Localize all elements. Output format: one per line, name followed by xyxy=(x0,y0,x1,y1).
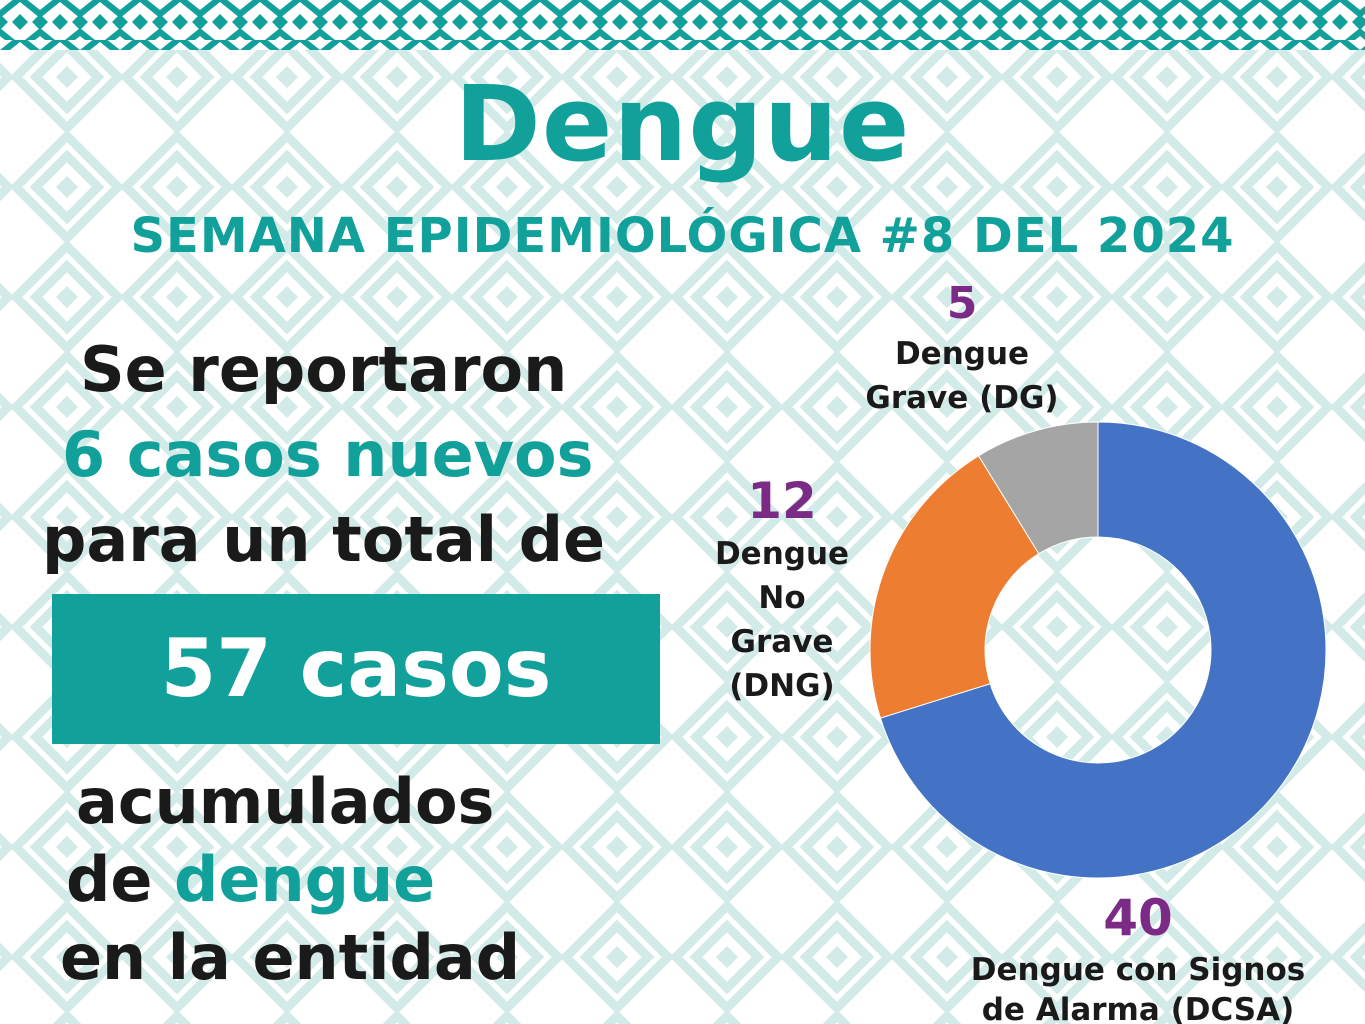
total-cases-text: 57 casos xyxy=(160,622,552,715)
slice-value-label-2: 40 xyxy=(1103,889,1173,947)
slice-value-label-1: 12 xyxy=(747,472,817,530)
slice-category-label-1-0: Dengue xyxy=(715,536,849,572)
summary-line-reported: Se reportaron xyxy=(80,333,568,406)
slice-category-label-1-2: Grave xyxy=(731,624,834,660)
decorative-border xyxy=(0,0,1365,50)
page-subtitle: SEMANA EPIDEMIOLÓGICA #8 DEL 2024 xyxy=(130,208,1235,264)
donut-slice-0 xyxy=(977,421,1099,555)
summary-line-accumulated: acumulados xyxy=(76,765,495,838)
slice-category-label-1-3: (DNG) xyxy=(729,668,834,704)
slice-category-label-0-1: Grave (DG) xyxy=(865,380,1058,416)
summary-line-new-cases: 6 casos nuevos xyxy=(62,418,594,491)
donut-slice-2 xyxy=(879,421,1327,879)
total-cases-box xyxy=(52,594,660,744)
slice-value-label-0: 5 xyxy=(947,278,978,329)
page-title: Dengue xyxy=(454,63,911,185)
summary-line-entity: en la entidad xyxy=(60,921,521,994)
slice-category-label-2-1: de Alarma (DCSA) xyxy=(982,992,1295,1024)
slice-category-label-2-0: Dengue con Signos xyxy=(971,952,1305,988)
summary-line-prefix: de xyxy=(66,843,175,916)
dengue-donut-chart: 5 Dengue Grave (DG) 12 Dengue No Grave (DNG) 40 D… xyxy=(715,278,1327,1024)
summary-dengue-highlight: dengue xyxy=(174,843,436,916)
summary-line-dengue: de dengue xyxy=(66,840,435,920)
donut-slice-1 xyxy=(869,455,1040,719)
summary-line-total-of: para un total de xyxy=(42,503,606,576)
slice-category-label-0-0: Dengue xyxy=(895,336,1029,372)
slice-category-label-1-1: No xyxy=(758,580,805,616)
